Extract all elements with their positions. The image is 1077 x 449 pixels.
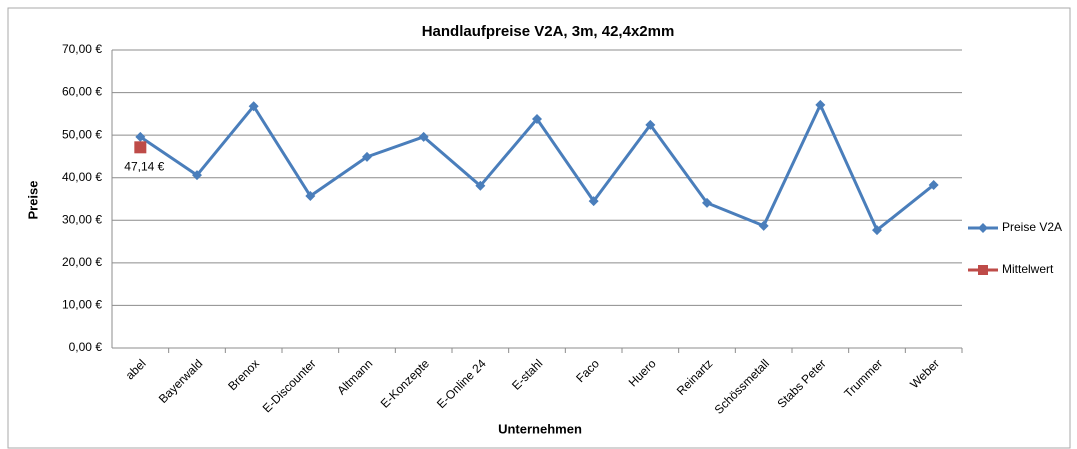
marker <box>192 170 202 181</box>
y-axis-title: Preise <box>25 180 40 219</box>
marker <box>645 119 656 130</box>
data-label: 47,14 € <box>124 159 164 173</box>
marker <box>475 180 486 191</box>
y-tick-label: 60,00 € <box>62 85 102 99</box>
y-tick-label: 20,00 € <box>62 255 102 269</box>
marker <box>248 101 259 112</box>
marker <box>758 220 769 231</box>
legend-label: Mittelwert <box>1002 262 1054 276</box>
marker <box>872 225 882 236</box>
x-axis-title: Unternehmen <box>498 421 582 436</box>
marker <box>134 141 147 154</box>
legend-label: Preise V2A <box>1002 220 1062 234</box>
marker <box>418 131 429 142</box>
marker <box>702 197 712 208</box>
y-tick-label: 10,00 € <box>62 298 102 312</box>
y-tick-label: 30,00 € <box>62 212 102 226</box>
marker <box>532 113 542 124</box>
y-tick-label: 50,00 € <box>62 127 102 141</box>
y-tick-label: 40,00 € <box>62 170 102 184</box>
chart-frame <box>7 7 1071 449</box>
legend-marker <box>978 223 988 233</box>
marker <box>928 179 939 190</box>
marker <box>305 191 316 202</box>
marker <box>815 99 826 110</box>
marker <box>362 151 372 162</box>
marker <box>135 131 146 142</box>
legend-marker <box>978 265 988 275</box>
y-tick-label: 70,00 € <box>62 42 102 56</box>
y-tick-label: 0,00 € <box>69 340 103 354</box>
marker <box>588 196 599 207</box>
chart-title: Handlaufpreise V2A, 3m, 42,4x2mm <box>422 23 675 40</box>
